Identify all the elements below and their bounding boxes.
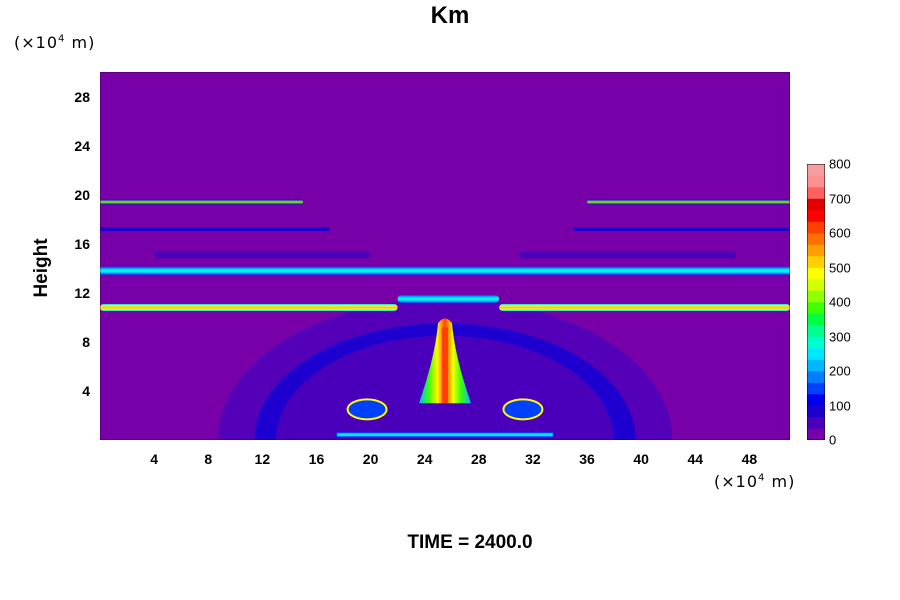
x-tick-label: 20 xyxy=(362,451,379,467)
x-tick-label: 44 xyxy=(687,451,704,467)
dome-eddy xyxy=(502,398,544,421)
colorbar-swatch xyxy=(807,244,825,257)
colorbar-label: 300 xyxy=(829,329,851,344)
x-tick-label: 28 xyxy=(471,451,487,467)
x-tick-label: 48 xyxy=(741,451,758,467)
colorbar-swatch xyxy=(807,164,825,176)
colorbar-swatch xyxy=(807,359,825,372)
colorbar-swatch xyxy=(807,198,825,211)
field-band xyxy=(499,304,790,312)
x-tick-label: 24 xyxy=(416,451,433,467)
x-tick-label: 12 xyxy=(254,451,271,467)
field-band xyxy=(100,304,398,312)
colorbar xyxy=(807,164,825,440)
x-tick-label: 32 xyxy=(525,451,541,467)
colorbar-swatch xyxy=(807,210,825,222)
x-tick-label: 4 xyxy=(150,451,159,467)
colorbar-swatch xyxy=(807,187,825,199)
y-tick-label: 16 xyxy=(74,235,90,252)
colorbar-label: 400 xyxy=(829,294,851,310)
colorbar-swatch xyxy=(807,256,825,268)
y-tick-label: 28 xyxy=(74,88,90,105)
colorbar-swatch xyxy=(807,325,825,337)
chart-title: Km xyxy=(430,2,470,29)
y-tick-label: 12 xyxy=(74,284,90,301)
time-label: TIME = 2400.0 xyxy=(407,532,533,553)
colorbar-swatch xyxy=(807,290,825,303)
colorbar-swatch xyxy=(807,302,825,314)
field-band xyxy=(100,227,330,232)
y-tick-label: 8 xyxy=(82,333,90,350)
colorbar-swatch xyxy=(807,221,825,234)
colorbar-label: 700 xyxy=(829,191,851,206)
colorbar-frame xyxy=(807,164,825,440)
colorbar-label: 600 xyxy=(829,225,851,241)
colorbar-swatch xyxy=(807,175,825,188)
y-tick-label: 20 xyxy=(74,186,90,203)
x-tick-label: 40 xyxy=(633,451,649,467)
field-band xyxy=(519,251,736,259)
y-axis-label: Height xyxy=(31,238,52,298)
field-band xyxy=(397,294,500,303)
colorbar-label: 500 xyxy=(829,260,851,275)
colorbar-label: 800 xyxy=(829,156,851,172)
colorbar-label: 0 xyxy=(829,432,837,448)
colorbar-swatch xyxy=(807,428,825,440)
x-tick-label: 16 xyxy=(308,451,325,467)
colorbar-swatch xyxy=(807,371,825,383)
colorbar-swatch xyxy=(807,313,825,326)
y-axis-unit: (×104 m) xyxy=(14,33,96,52)
y-tick-label: 4 xyxy=(82,382,90,399)
colorbar-swatch xyxy=(807,405,825,418)
colorbar-swatch xyxy=(807,417,825,429)
colorbar-swatch xyxy=(807,233,825,245)
colorbar-label: 200 xyxy=(829,363,851,379)
x-tick-label: 8 xyxy=(204,451,213,467)
field-band xyxy=(100,199,303,205)
colorbar-swatch xyxy=(807,348,825,360)
surface-layer xyxy=(336,432,554,438)
colorbar-swatch xyxy=(807,394,825,406)
colorbar-label: 100 xyxy=(829,398,851,413)
colorbar-swatch xyxy=(807,382,825,395)
colorbar-swatch xyxy=(807,279,825,291)
colorbar-swatch xyxy=(807,336,825,349)
x-axis-unit: (×104 m) xyxy=(714,472,796,491)
x-tick-label: 36 xyxy=(579,451,595,467)
field-band xyxy=(573,227,790,232)
field-band xyxy=(587,199,790,205)
heatmap-plot xyxy=(100,72,790,440)
dome-eddy xyxy=(346,398,388,421)
plume-core xyxy=(442,327,448,404)
field-band xyxy=(100,266,790,275)
colorbar-swatch xyxy=(807,267,825,280)
y-tick-label: 24 xyxy=(74,137,90,154)
field-band xyxy=(154,251,371,259)
field-features xyxy=(100,199,790,440)
